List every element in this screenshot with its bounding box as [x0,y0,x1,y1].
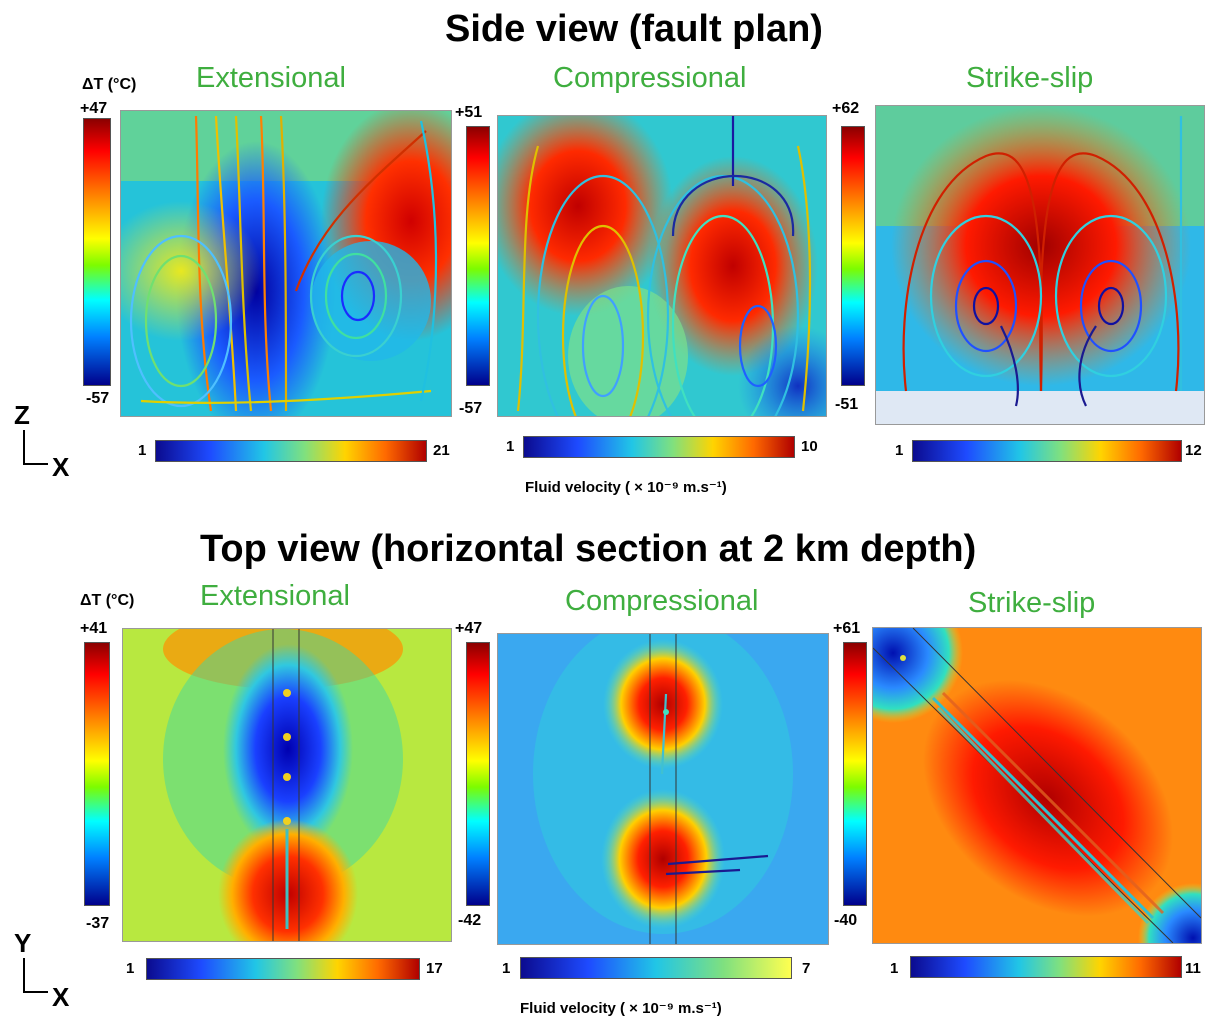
top-compressional-panel [497,633,829,945]
side-axis-z: Z [14,400,30,430]
top-axis-corner [23,958,48,993]
top-comp-temp-min: -42 [458,912,482,929]
side-compressional-field [498,116,826,416]
top-extensional-title: Extensional [200,580,350,612]
top-strikeslip-panel [872,627,1202,944]
side-extensional-panel [120,110,452,417]
top-ss-vel-max: 11 [1185,960,1201,977]
top-ss-temp-colorbar [843,642,867,906]
side-extensional-field [121,111,451,416]
side-comp-temp-colorbar [466,126,490,386]
side-ext-temp-min: -57 [86,390,110,407]
side-ext-vel-max: 21 [433,442,450,459]
side-ss-vel-min: 1 [895,442,904,459]
top-ss-vel-colorbar [910,956,1182,978]
top-extensional-field [123,629,451,941]
top-velocity-label: Fluid velocity ( × 10⁻⁹ m.s⁻¹) [520,1000,722,1017]
top-ext-temp-min: -37 [86,915,110,932]
side-strikeslip-panel [875,105,1205,425]
side-axis-corner [23,430,48,465]
top-axis-y: Y [14,928,32,958]
top-compressional-title: Compressional [565,585,759,617]
top-ss-temp-min: -40 [834,912,858,929]
top-ext-vel-max: 17 [426,960,443,977]
top-comp-temp-max: +47 [455,620,483,637]
side-view-title: Side view (fault plan) [445,8,823,50]
side-ss-vel-colorbar [912,440,1182,462]
top-ss-temp-max: +61 [833,620,861,637]
top-comp-vel-min: 1 [502,960,511,977]
top-comp-vel-colorbar [520,957,792,979]
top-ext-vel-min: 1 [126,960,135,977]
side-comp-temp-max: +51 [455,104,483,121]
top-strikeslip-title: Strike-slip [968,587,1096,619]
side-ext-temp-colorbar [83,118,111,386]
side-ss-temp-max: +62 [832,100,860,117]
top-dt-label: ΔT (°C) [80,592,135,609]
side-ext-vel-colorbar [155,440,427,462]
side-compressional-panel [497,115,827,417]
side-ext-temp-max: +47 [80,100,108,117]
side-comp-vel-max: 10 [801,438,818,455]
side-strikeslip-title: Strike-slip [966,62,1094,94]
side-compressional-title: Compressional [553,62,747,94]
side-strikeslip-field [876,106,1204,424]
top-ext-vel-colorbar [146,958,420,980]
side-extensional-title: Extensional [196,62,346,94]
top-ext-temp-colorbar [84,642,110,906]
side-ss-temp-min: -51 [835,396,859,413]
top-ss-vel-min: 1 [890,960,899,977]
side-ss-vel-max: 12 [1185,442,1202,459]
top-compressional-field [498,634,828,944]
top-extensional-panel [122,628,452,942]
top-comp-temp-colorbar [466,642,490,906]
side-axis-x: X [52,452,70,482]
top-strikeslip-field [873,628,1201,943]
top-view-title: Top view (horizontal section at 2 km dep… [200,528,977,570]
side-comp-temp-min: -57 [459,400,483,417]
side-comp-vel-colorbar [523,436,795,458]
side-ext-vel-min: 1 [138,442,147,459]
side-velocity-label: Fluid velocity ( × 10⁻⁹ m.s⁻¹) [525,479,727,496]
side-ss-temp-colorbar [841,126,865,386]
side-dt-label: ΔT (°C) [82,76,137,93]
top-axis-x: X [52,982,70,1012]
top-comp-vel-max: 7 [802,960,811,977]
side-comp-vel-min: 1 [506,438,515,455]
top-ext-temp-max: +41 [80,620,108,637]
